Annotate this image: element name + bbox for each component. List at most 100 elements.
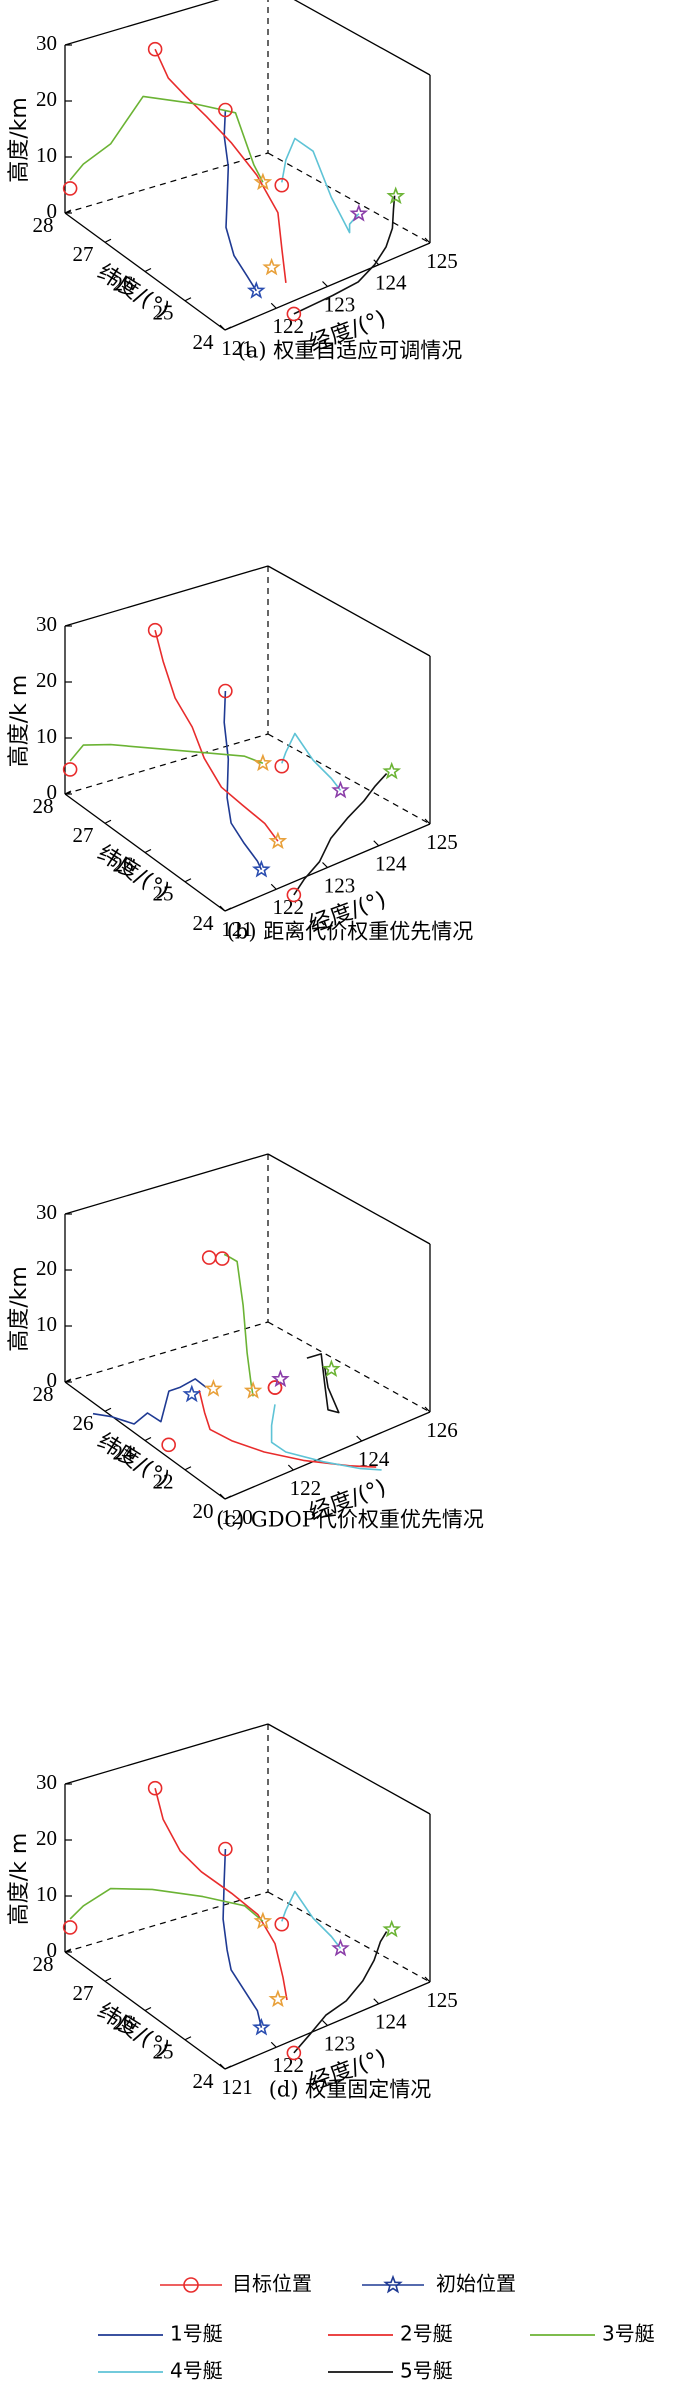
target-marker	[62, 762, 78, 777]
y-tick	[224, 1495, 232, 1500]
z-tick-label: 20	[36, 668, 57, 692]
series-line-1	[223, 109, 257, 292]
legend-start-label: 初始位置	[436, 2272, 516, 2296]
series-line-5	[293, 1931, 388, 2054]
x-tick-label: 125	[426, 1988, 458, 2012]
target-marker	[62, 1920, 78, 1935]
z-tick-label: 10	[36, 724, 57, 748]
y-tick-label: 27	[73, 242, 94, 266]
start-marker	[331, 1938, 350, 1957]
y-tick-label: 28	[33, 213, 54, 237]
y-tick	[184, 878, 192, 883]
x-tick-label: 120	[221, 1505, 253, 1529]
target-marker	[286, 306, 302, 322]
start-marker	[271, 1369, 290, 1388]
series-line-4	[281, 1890, 342, 1949]
y-tick	[184, 2036, 192, 2041]
start-marker	[182, 1384, 202, 1403]
x-tick	[270, 2041, 277, 2048]
frame-edge	[224, 1411, 431, 1500]
frame-hidden-edge	[64, 733, 269, 795]
x-tick	[322, 281, 328, 287]
y-tick-label: 25	[153, 882, 174, 906]
y-tick	[144, 848, 152, 854]
start-marker	[322, 1359, 341, 1378]
y-axis-label: 纬度/(°)	[93, 260, 174, 323]
panel-caption: (c) GDOP代价权重优先情况	[216, 1508, 484, 1532]
x-tick-label: 124	[375, 271, 407, 295]
frame-hidden-edge	[267, 152, 431, 244]
start-marker	[349, 203, 369, 222]
start-marker	[382, 761, 402, 780]
start-marker	[268, 831, 288, 850]
x-tick	[356, 1435, 363, 1442]
y-tick-label: 27	[73, 823, 94, 847]
y-tick-label: 26	[113, 852, 134, 876]
frame-hidden-edge	[267, 1321, 431, 1413]
frame-hidden-edge	[267, 1891, 431, 1983]
start-marker	[253, 1911, 273, 1930]
z-tick-label: 0	[47, 199, 58, 223]
series-line-2	[154, 630, 279, 842]
x-tick	[424, 818, 431, 825]
frame-hidden-edge	[64, 1891, 269, 1953]
y-tick-label: 28	[33, 794, 54, 818]
z-tick-label: 20	[36, 87, 57, 111]
y-tick-label: 24	[193, 2069, 215, 2093]
target-marker	[147, 1780, 163, 1796]
x-tick	[270, 883, 277, 890]
z-tick-label: 10	[36, 1312, 57, 1336]
x-tick-label: 125	[426, 830, 458, 854]
x-tick	[219, 2063, 226, 2070]
frame-edge	[293, 0, 431, 76]
target-marker	[218, 102, 233, 118]
x-tick-label: 121	[221, 917, 253, 941]
target-marker	[147, 622, 163, 638]
y-tick	[144, 267, 152, 273]
series-line-4	[281, 732, 342, 791]
target-marker	[274, 758, 290, 774]
y-tick-label: 26	[73, 1411, 94, 1435]
y-tick-label: 25	[153, 301, 174, 325]
frame-edge	[64, 565, 269, 627]
series-line-4	[281, 137, 360, 234]
x-tick	[424, 237, 431, 244]
y-tick-label: 28	[33, 1382, 54, 1406]
frame-hidden-edge	[64, 1321, 269, 1383]
legend-series-label-1: 1号艇	[170, 2322, 223, 2346]
legend-series-label-3: 3号艇	[602, 2322, 655, 2346]
z-tick-label: 0	[47, 780, 58, 804]
y-tick-label: 24	[113, 1440, 135, 1464]
x-tick	[424, 1976, 431, 1983]
z-tick-label: 10	[36, 143, 57, 167]
y-tick	[64, 1948, 72, 1953]
legend: 目标位置 初始位置 1号艇 2号艇 3号艇 4号艇 5号艇	[98, 2272, 655, 2383]
y-tick-label: 26	[113, 271, 134, 295]
x-tick	[219, 1493, 226, 1500]
legend-start-marker	[383, 2274, 403, 2294]
series-line-3	[69, 1887, 264, 1922]
x-tick	[219, 905, 226, 912]
y-axis-label: 纬度/(°)	[93, 1999, 174, 2062]
x-tick	[373, 1998, 380, 2005]
y-tick-label: 27	[73, 1981, 94, 2005]
legend-series-label-2: 2号艇	[400, 2322, 453, 2346]
start-marker	[382, 1919, 402, 1938]
target-marker	[147, 41, 163, 57]
series-line-3	[69, 95, 264, 183]
series-line-3	[69, 743, 264, 765]
y-tick	[64, 1378, 72, 1383]
target-marker	[218, 1841, 233, 1857]
z-tick-label: 30	[36, 1200, 57, 1224]
z-tick-label: 0	[47, 1368, 58, 1392]
target-marker	[218, 683, 233, 699]
y-tick	[184, 1466, 192, 1471]
x-tick-label: 123	[324, 292, 356, 316]
panel-caption: (d) 权重固定情况	[269, 2078, 432, 2102]
target-marker	[161, 1437, 176, 1453]
series-line-5	[293, 773, 388, 896]
z-tick-label: 30	[36, 31, 57, 55]
